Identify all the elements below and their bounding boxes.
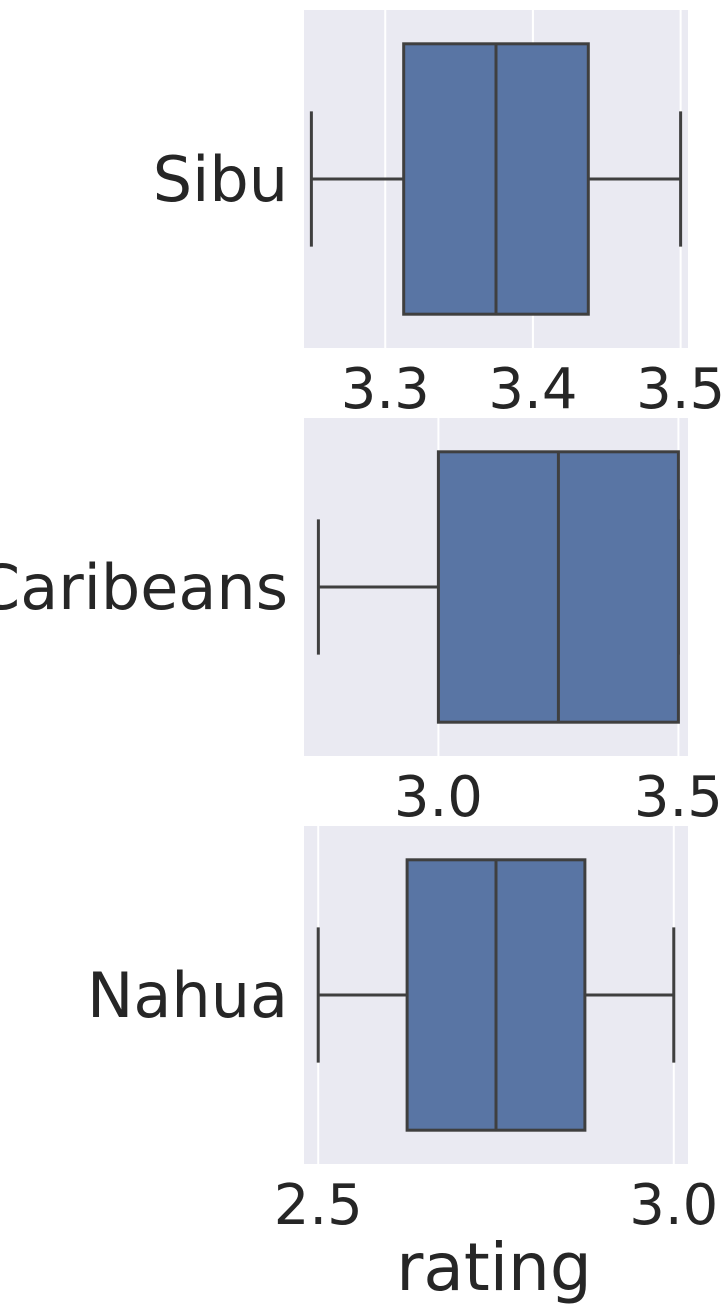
category-label-nahua: Nahua: [87, 959, 288, 1032]
x-tick-label-sibu-0: 3.3: [341, 357, 430, 422]
x-tick-label-sibu-1: 3.4: [488, 357, 577, 422]
x-tick-label-caribeans-0: 3.0: [394, 765, 483, 830]
x-tick-label-nahua-0: 2.5: [274, 1173, 363, 1238]
category-label-caribeans: Caribeans: [0, 551, 288, 624]
category-label-sibu: Sibu: [153, 143, 288, 216]
x-tick-label-sibu-2: 3.5: [636, 357, 724, 422]
x-tick-label-caribeans-1: 3.5: [634, 765, 723, 830]
panel-caribeans: 3.0 3.5 Caribeans: [0, 418, 723, 830]
x-axis-label: rating: [396, 1229, 592, 1306]
panel-nahua: 2.5 3.0 Nahua rating: [87, 826, 718, 1306]
panel-sibu: 3.3 3.4 3.5 Sibu: [153, 10, 724, 422]
x-tick-label-nahua-1: 3.0: [629, 1173, 718, 1238]
